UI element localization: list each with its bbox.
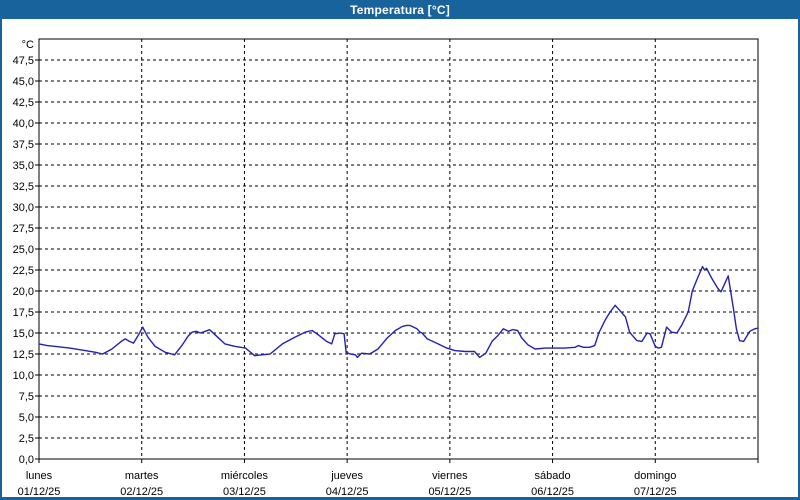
title-bar: Temperatura [°C] [2, 0, 798, 19]
y-tick-label: 25,0 [13, 244, 34, 256]
y-tick-label: 12,5 [13, 349, 34, 361]
x-day-date-label: 03/12/25 [223, 486, 266, 497]
y-tick-label: 10,0 [13, 370, 34, 382]
x-day-name-label: jueves [330, 470, 363, 482]
x-day-name-label: viernes [432, 470, 468, 482]
y-tick-label: 7,5 [19, 391, 34, 403]
y-tick-label: 35,0 [13, 160, 34, 172]
y-tick-label: 30,0 [13, 202, 34, 214]
y-tick-label: 27,5 [13, 223, 34, 235]
x-day-date-label: 06/12/25 [531, 486, 574, 497]
x-day-name-label: domingo [634, 470, 676, 482]
y-tick-label: 0,0 [19, 454, 34, 466]
temperature-line [38, 265, 759, 359]
y-tick-label: 47,5 [13, 55, 34, 67]
x-day-date-label: 01/12/25 [18, 486, 61, 497]
y-tick-label: 5,0 [19, 412, 34, 424]
y-tick-label: 42,5 [13, 97, 34, 109]
y-tick-label: 37,5 [13, 139, 34, 151]
y-tick-label: 15,0 [13, 328, 34, 340]
x-day-date-label: 05/12/25 [428, 486, 471, 497]
y-tick-label: 17,5 [13, 307, 34, 319]
x-day-name-label: miércoles [221, 470, 269, 482]
x-day-name-label: lunes [26, 470, 53, 482]
x-day-date-label: 04/12/25 [326, 486, 369, 497]
x-day-name-label: martes [125, 470, 159, 482]
window-title: Temperatura [°C] [350, 2, 450, 17]
x-day-date-label: 07/12/25 [634, 486, 677, 497]
plot-area [38, 38, 759, 460]
y-tick-label: 22,5 [13, 265, 34, 277]
y-axis-unit-label: °C [22, 39, 34, 51]
y-tick-label: 40,0 [13, 118, 34, 130]
x-day-date-label: 02/12/25 [120, 486, 163, 497]
y-tick-label: 20,0 [13, 286, 34, 298]
y-tick-label: 2,5 [19, 433, 34, 445]
x-day-name-label: sábado [535, 470, 571, 482]
y-tick-label: 45,0 [13, 76, 34, 88]
y-tick-label: 32,5 [13, 181, 34, 193]
